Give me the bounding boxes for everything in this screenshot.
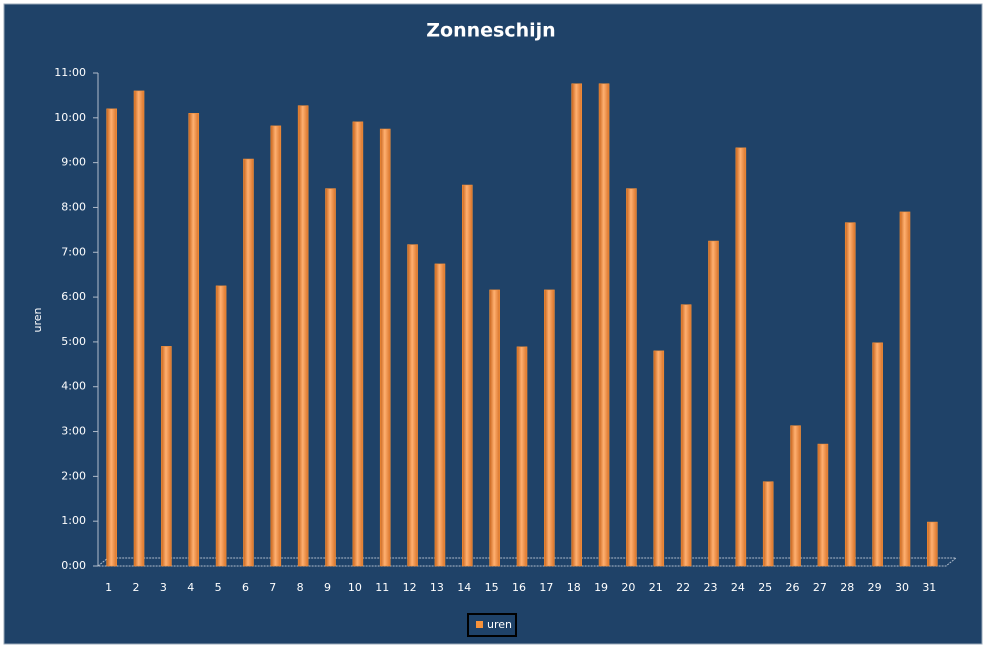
x-tick-label: 7 — [269, 581, 276, 594]
bar — [489, 289, 500, 567]
x-tick-label: 21 — [649, 581, 663, 594]
bar — [626, 188, 637, 567]
y-tick-label: 7:00 — [61, 245, 86, 258]
x-tick-label: 26 — [786, 581, 800, 594]
x-tick-label: 15 — [485, 581, 499, 594]
x-tick-label: 9 — [324, 581, 331, 594]
bar — [927, 521, 938, 567]
bar — [762, 481, 774, 567]
legend — [467, 613, 517, 637]
bar — [161, 346, 172, 567]
y-tick-label: 0:00 — [61, 559, 86, 572]
bar — [215, 285, 227, 567]
bar — [735, 147, 747, 567]
x-tick-label: 12 — [403, 581, 417, 594]
y-tick-label: 5:00 — [61, 335, 86, 348]
bar — [379, 128, 391, 567]
y-tick-label: 2:00 — [61, 469, 86, 482]
bar — [899, 211, 911, 567]
x-tick-label: 6 — [242, 581, 249, 594]
y-tick-label: 3:00 — [61, 425, 86, 438]
bar — [434, 263, 446, 567]
bar — [133, 90, 145, 567]
bar — [461, 184, 473, 567]
bar — [516, 346, 528, 567]
bar — [708, 240, 719, 567]
y-tick-label: 6:00 — [61, 290, 86, 303]
bar — [544, 289, 555, 567]
x-tick-label: 24 — [731, 581, 745, 594]
x-tick-label: 29 — [868, 581, 882, 594]
y-axis-label: uren — [31, 307, 44, 332]
x-tick-label: 3 — [160, 581, 167, 594]
x-tick-label: 16 — [512, 581, 526, 594]
bar — [790, 425, 801, 567]
x-tick-label: 30 — [895, 581, 909, 594]
y-tick-label: 9:00 — [61, 156, 86, 169]
bar — [325, 188, 336, 567]
bar — [598, 83, 610, 567]
x-tick-label: 13 — [430, 581, 444, 594]
bar — [872, 342, 883, 567]
y-tick-label: 11:00 — [54, 66, 86, 79]
x-tick-label: 17 — [539, 581, 553, 594]
y-tick-label: 10:00 — [54, 111, 86, 124]
bar — [188, 113, 200, 567]
x-tick-label: 5 — [215, 581, 222, 594]
x-tick-label: 22 — [676, 581, 690, 594]
x-tick-label: 25 — [758, 581, 772, 594]
x-tick-label: 28 — [840, 581, 854, 594]
x-tick-label: 27 — [813, 581, 827, 594]
bar — [407, 244, 418, 567]
y-tick-label: 4:00 — [61, 380, 86, 393]
x-tick-label: 11 — [375, 581, 389, 594]
x-tick-label: 20 — [621, 581, 635, 594]
bar — [243, 158, 254, 567]
bar — [106, 108, 117, 567]
x-tick-label: 14 — [457, 581, 471, 594]
bar — [680, 304, 692, 567]
legend-label: uren — [487, 618, 512, 631]
x-tick-label: 19 — [594, 581, 608, 594]
bar — [270, 125, 282, 567]
x-tick-label: 8 — [297, 581, 304, 594]
x-tick-label: 31 — [922, 581, 936, 594]
x-tick-label: 10 — [348, 581, 362, 594]
chart-title: Zonneschijn — [426, 20, 555, 42]
bar — [653, 350, 665, 567]
y-tick-label: 8:00 — [61, 200, 86, 213]
x-tick-label: 1 — [105, 581, 112, 594]
legend-box — [467, 613, 517, 637]
x-tick-label: 2 — [133, 581, 140, 594]
bar — [844, 222, 856, 567]
x-tick-label: 23 — [703, 581, 717, 594]
bar — [297, 105, 309, 567]
x-tick-label: 18 — [567, 581, 581, 594]
bar — [352, 121, 364, 567]
y-tick-label: 1:00 — [61, 514, 86, 527]
bar — [571, 83, 583, 567]
x-tick-label: 4 — [187, 581, 194, 594]
legend-swatch — [476, 621, 483, 628]
bar — [817, 443, 829, 567]
